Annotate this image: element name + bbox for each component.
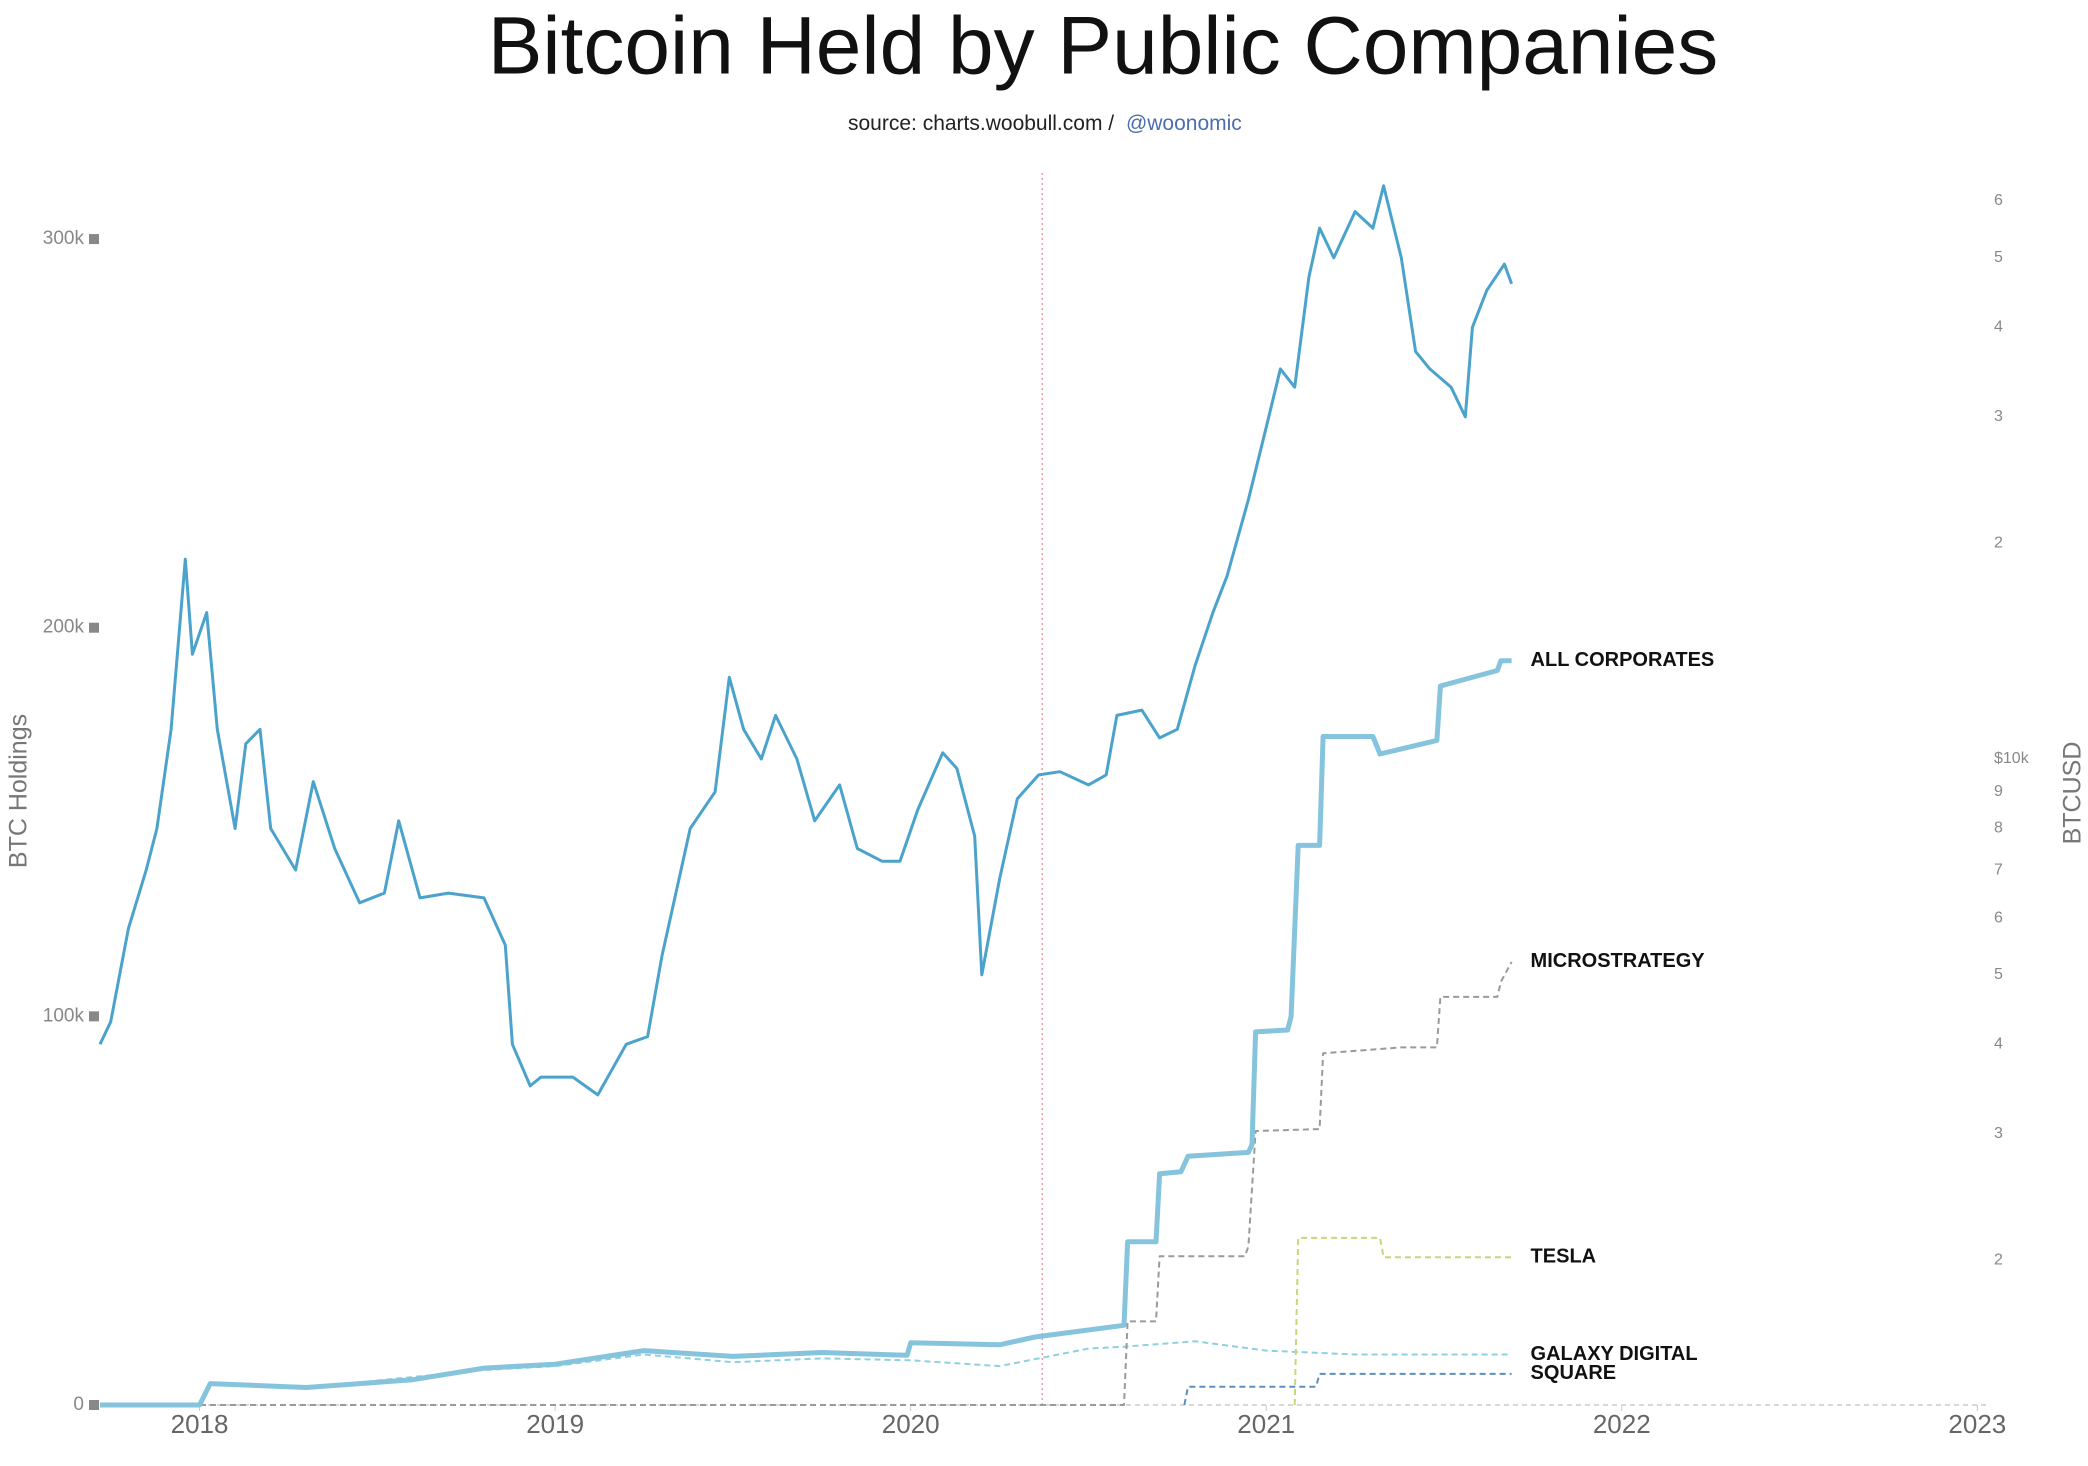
x-tick-label: 2019 [526,1409,584,1439]
series-label: SQUARE [1531,1362,1617,1384]
y2-tick-label: 5 [1994,249,2003,266]
y2-tick-label: 3 [1994,408,2003,425]
y-tick-mark [89,622,99,633]
y2-tick-label: 2 [1994,1251,2003,1268]
y-tick-mark [89,1400,99,1410]
series-label: ALL CORPORATES [1531,649,1715,671]
y2-tick-label: 3 [1994,1125,2003,1142]
series-label: MICROSTRATEGY [1531,950,1706,972]
y2-tick-label: 2 [1994,534,2003,551]
y-tick-label: 0 [73,1394,84,1415]
y-tick-mark [89,234,99,245]
chart-subtitle: source: charts.woobull.com / @woonomic [848,112,1242,135]
y2-tick-label: 7 [1994,861,2003,878]
x-tick-label: 2018 [171,1409,229,1439]
y2-tick-label: 6 [1994,909,2003,926]
y2-tick-label: 6 [1994,192,2003,209]
y-tick-mark [89,1011,99,1022]
series-label: TESLA [1531,1246,1597,1268]
y2-tick-label: 4 [1994,319,2003,336]
series-line [100,658,1512,1408]
x-tick-label: 2022 [1593,1409,1651,1439]
y2-tick-label: 5 [1994,966,2003,983]
y2-tick-label: 8 [1994,820,2003,837]
subtitle-handle: @woonomic [1126,112,1242,135]
y-tick-label: 200k [43,617,85,638]
subtitle-source: source: charts.woobull.com / [848,112,1114,135]
series-line [1183,1372,1512,1406]
x-tick-label: 2023 [1948,1409,2006,1439]
x-tick-label: 2020 [882,1409,940,1439]
y-tick-label: 300k [43,228,85,249]
series-line [1293,1236,1512,1406]
y2-tick-label: 9 [1994,783,2003,800]
y2-tick-label: 4 [1994,1036,2003,1053]
y2-axis-title: BTCUSD [2059,742,2087,845]
y-tick-label: 100k [43,1005,85,1026]
y-axis-title: BTC Holdings [5,714,33,868]
chart-title: Bitcoin Held by Public Companies [488,1,1719,92]
series-line [100,961,1513,1406]
x-tick-label: 2021 [1237,1409,1295,1439]
y2-tick-label: $10k [1994,750,2030,767]
series-label: GALAXY DIGITAL [1531,1343,1698,1365]
series-line [98,184,1514,1097]
